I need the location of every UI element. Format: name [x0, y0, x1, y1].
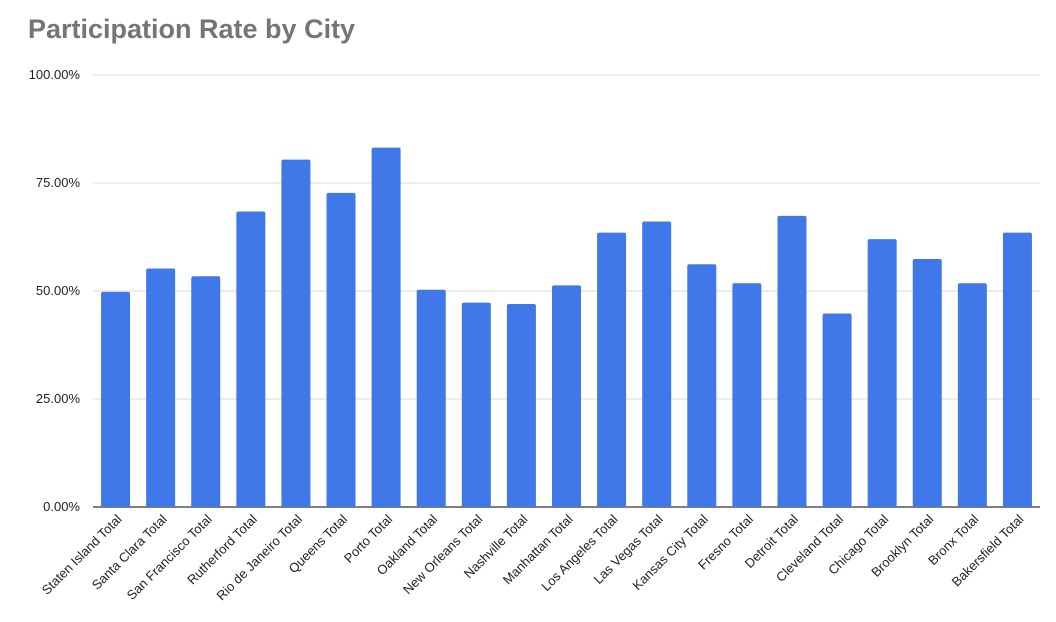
bar: [461, 302, 491, 507]
bar: [687, 264, 717, 507]
bar: [597, 232, 627, 507]
y-tick-label: 100.00%: [29, 67, 81, 82]
bars: [101, 147, 1032, 508]
bar: [822, 313, 852, 507]
bar: [777, 215, 807, 507]
bar: [912, 259, 942, 507]
bar: [1002, 232, 1032, 507]
bar: [236, 211, 266, 507]
bar: [732, 283, 762, 507]
bar: [101, 291, 131, 507]
y-tick-label: 50.00%: [36, 283, 81, 298]
bar: [146, 268, 176, 507]
y-axis-tick-labels: 0.00% 25.00% 50.00% 75.00% 100.00%: [29, 67, 81, 514]
y-tick-label: 75.00%: [36, 175, 81, 190]
bar: [957, 283, 987, 507]
chart-title: Participation Rate by City: [28, 14, 356, 44]
x-category-label: New Orleans Total: [400, 511, 486, 597]
bar: [642, 221, 672, 507]
y-tick-label: 0.00%: [43, 499, 80, 514]
x-category-label: Staten Island Total: [39, 511, 125, 597]
x-category-label: Rio de Janeiro Total: [213, 511, 305, 603]
bar: [416, 289, 446, 507]
bar: [191, 276, 221, 507]
bar: [281, 159, 311, 507]
y-tick-label: 25.00%: [36, 391, 81, 406]
bar: [506, 303, 536, 507]
bar: [371, 147, 401, 508]
bar: [867, 239, 897, 507]
x-category-label: Los Angeles Total: [538, 511, 621, 594]
bar: [326, 192, 356, 507]
bar: [552, 285, 581, 507]
x-category-label: San Francisco Total: [124, 511, 215, 602]
